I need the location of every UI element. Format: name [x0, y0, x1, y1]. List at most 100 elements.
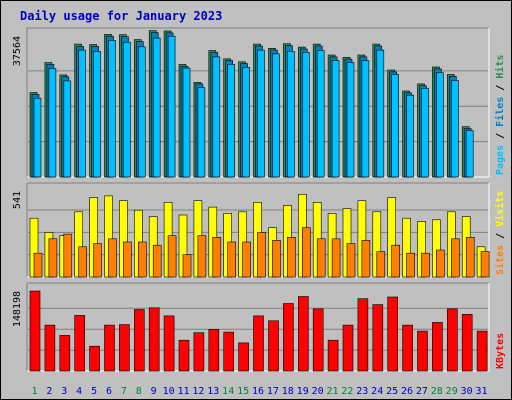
pages-bar: [108, 40, 116, 178]
hits-files-pages-panel: 37564 Pages / Files / Hits: [12, 27, 506, 178]
pages-bar: [316, 50, 325, 178]
sites-bar: [123, 241, 132, 278]
kbytes-bar: [446, 308, 458, 372]
sites-bar: [33, 252, 43, 278]
sites-bar: [242, 241, 251, 278]
sites-bar: [480, 251, 490, 278]
sites-bar: [346, 243, 356, 278]
pages-bar: [242, 67, 250, 178]
chart-title: Daily usage for January 2023: [20, 9, 222, 23]
kbytes-bar: [44, 324, 56, 372]
legend-separator: /: [495, 79, 506, 97]
kbytes-bar: [119, 324, 130, 372]
legend-sites: Sites: [494, 245, 506, 275]
day-label: 28: [431, 386, 443, 397]
kbytes-bar: [223, 331, 234, 372]
pages-bar: [421, 88, 429, 178]
pages-bar: [138, 46, 146, 178]
sites-bar: [436, 249, 445, 278]
pages-bar: [391, 74, 400, 178]
kbytes-legend: KBytes: [495, 333, 506, 369]
day-label: 23: [356, 386, 368, 397]
sites-bar: [197, 235, 207, 278]
kbytes-bar: [59, 335, 71, 372]
sites-bar: [138, 241, 147, 278]
kbytes-bar: [163, 315, 175, 372]
day-label: 20: [312, 386, 324, 397]
pages-bar: [346, 62, 355, 178]
day-label: 10: [163, 386, 175, 397]
kbytes-bar: [208, 329, 220, 372]
pages-bar: [465, 130, 474, 178]
pages-bar: [450, 80, 459, 178]
sites-bar: [182, 254, 192, 278]
pages-bar: [33, 97, 42, 178]
day-label: 14: [222, 386, 234, 397]
kbytes-bar: [476, 330, 488, 372]
kbytes-bar: [461, 313, 473, 372]
pages-bar: [257, 49, 265, 178]
sites-bar: [301, 227, 311, 278]
day-label: 7: [121, 386, 127, 397]
pages-bar: [436, 72, 444, 178]
day-label: 30: [461, 386, 473, 397]
sites-bar: [287, 237, 296, 278]
pages-bar: [406, 94, 414, 178]
kbytes-bar: [134, 309, 145, 372]
kbytes-max-label: 148198: [12, 291, 23, 327]
pages-bar: [152, 37, 161, 178]
pages-bar: [93, 50, 101, 178]
sites-bar: [108, 238, 117, 278]
pages-bar: [167, 35, 176, 178]
kbytes-bar: [372, 304, 384, 372]
sites-bar: [93, 243, 102, 278]
kbytes-panel: 148198 KBytes: [12, 282, 506, 372]
kbytes-bar: [357, 298, 369, 372]
day-label: 8: [136, 386, 142, 397]
sites-bar: [167, 235, 177, 278]
kbytes-bar: [178, 339, 190, 372]
kbytes-bar: [327, 339, 339, 372]
sites-bar: [421, 252, 430, 278]
kbytes-bar: [283, 303, 294, 372]
pages-bar: [48, 68, 57, 178]
sites-bar: [227, 241, 236, 278]
sites-bar: [257, 232, 266, 278]
pages-bar: [376, 49, 385, 178]
kbytes-bar: [104, 324, 115, 372]
pages-bar: [212, 56, 221, 178]
pages-bar: [123, 41, 131, 178]
day-label: 2: [46, 386, 52, 397]
day-label: 18: [282, 386, 294, 397]
day-label: 26: [401, 386, 413, 397]
sites-bar: [78, 246, 87, 278]
kbytes-bar: [74, 315, 85, 372]
kbytes-bar: [342, 324, 354, 372]
day-label: 16: [252, 386, 264, 397]
sites-bar: [272, 240, 281, 278]
kbytes-bar: [268, 320, 279, 372]
sites-bar: [376, 251, 386, 278]
day-label: 31: [475, 386, 487, 397]
pages-bar: [361, 60, 370, 178]
legend-kbytes: KBytes: [495, 333, 506, 369]
day-label: 17: [267, 386, 279, 397]
day-label: 24: [371, 386, 383, 397]
hits-files-pages-max-label: 37564: [12, 36, 23, 66]
legend-visits: Visits: [494, 191, 506, 227]
pages-bar: [287, 50, 295, 178]
pages-bar: [78, 49, 86, 178]
kbytes-bar: [387, 296, 399, 372]
day-label: 4: [76, 386, 82, 397]
day-label: 6: [106, 386, 112, 397]
kbytes-bar: [432, 322, 443, 372]
sites-bar: [391, 244, 401, 278]
kbytes-bar: [29, 290, 41, 372]
day-label: 13: [207, 386, 219, 397]
kbytes-bar: [402, 324, 413, 372]
day-label: 22: [341, 386, 353, 397]
day-label: 1: [31, 386, 37, 397]
kbytes-bar: [89, 345, 100, 372]
sites-bar: [465, 237, 475, 278]
